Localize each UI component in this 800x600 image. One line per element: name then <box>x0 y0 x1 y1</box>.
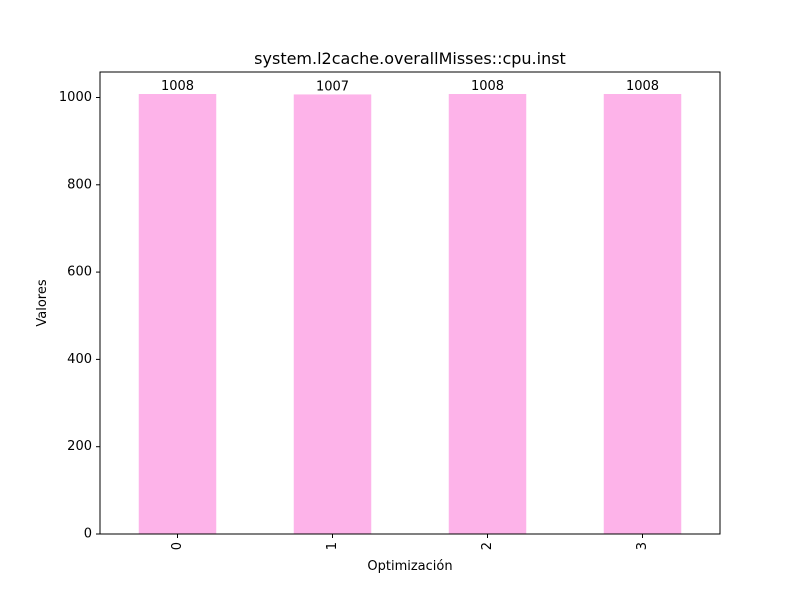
y-tick-label-800: 800 <box>67 177 92 192</box>
data-label-2: 1008 <box>471 79 504 94</box>
x-tick-label-1: 1 <box>325 542 340 550</box>
x-axis-label: Optimización <box>367 559 452 574</box>
y-tick-label-200: 200 <box>67 439 92 454</box>
bar-1 <box>293 94 372 534</box>
x-axis: 0 1 2 3 <box>170 534 650 550</box>
data-label-0: 1008 <box>161 79 194 94</box>
data-label-3: 1008 <box>626 79 659 94</box>
x-tick-label-0: 0 <box>170 542 185 550</box>
chart-title: system.l2cache.overallMisses::cpu.inst <box>254 49 566 68</box>
data-label-1: 1007 <box>316 79 349 94</box>
bar-3 <box>603 94 682 534</box>
y-axis-label: Valores <box>35 279 50 326</box>
x-tick-label-3: 3 <box>635 542 650 550</box>
bar-2 <box>448 94 527 534</box>
y-tick-label-0: 0 <box>84 527 92 542</box>
bar-0 <box>138 94 217 534</box>
bars-group <box>138 94 682 534</box>
plot-frame <box>99 71 721 535</box>
data-labels-group: 1008 1007 1008 1008 <box>161 79 659 94</box>
y-axis: 0 200 400 600 800 1000 <box>59 90 100 542</box>
y-tick-label-1000: 1000 <box>59 90 92 105</box>
y-tick-label-600: 600 <box>67 265 92 280</box>
x-tick-label-2: 2 <box>480 542 495 550</box>
y-tick-label-400: 400 <box>67 352 92 367</box>
